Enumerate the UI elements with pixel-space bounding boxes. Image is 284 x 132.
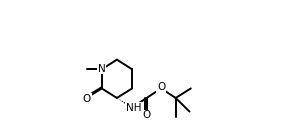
Text: O: O xyxy=(82,94,91,104)
Text: O: O xyxy=(143,110,151,121)
Text: NH: NH xyxy=(126,103,141,113)
Text: O: O xyxy=(157,82,165,92)
Text: N: N xyxy=(98,64,106,74)
